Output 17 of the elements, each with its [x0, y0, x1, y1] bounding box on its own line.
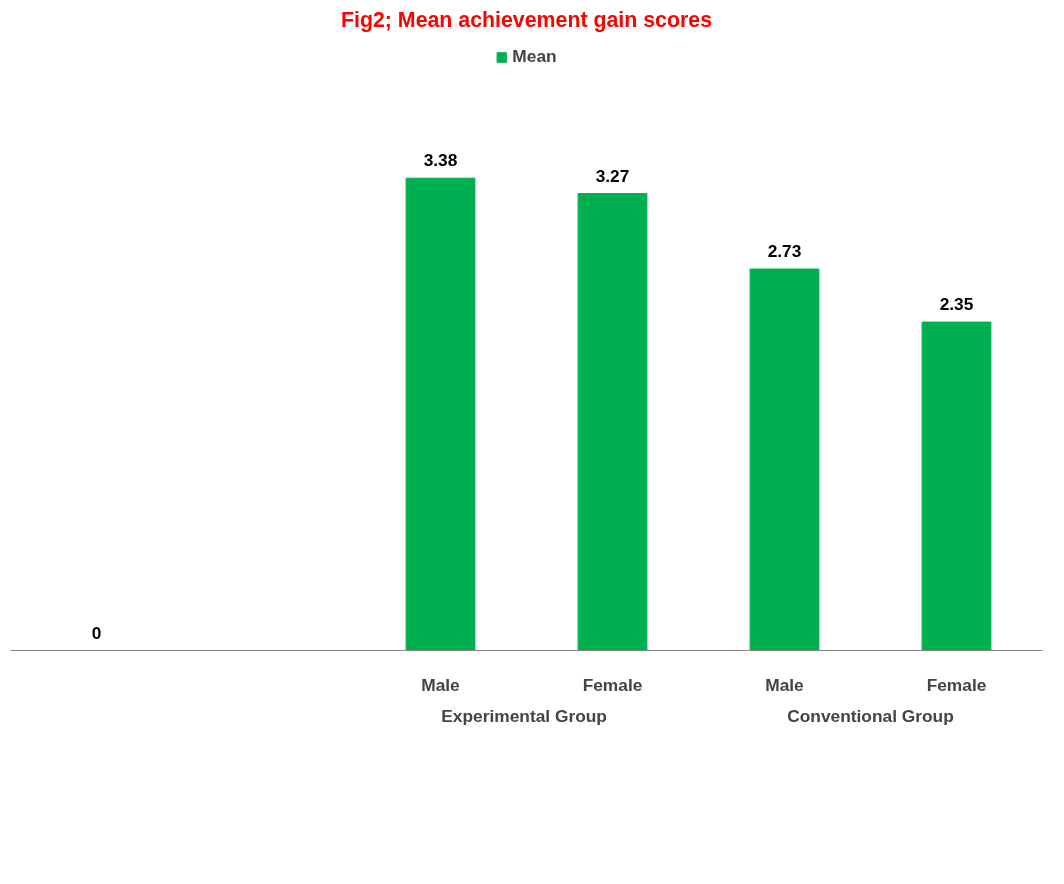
data-label: 2.35 — [939, 294, 974, 315]
x-tick-label: Male — [421, 674, 461, 695]
x-tick-label: Male — [765, 674, 805, 695]
bar — [405, 177, 476, 651]
bar — [749, 268, 820, 651]
data-label: 3.38 — [423, 150, 458, 171]
legend-label: Mean — [512, 46, 557, 67]
data-label: 3.27 — [595, 165, 630, 186]
x-tick-label: Female — [582, 674, 643, 695]
bar — [921, 321, 992, 651]
x-tick-label: Female — [926, 674, 987, 695]
chart-title: Fig2; Mean achievement gain scores — [341, 7, 713, 32]
data-label: 0 — [91, 622, 102, 643]
text: Experimental Group — [441, 705, 607, 726]
data-label: 2.73 — [767, 241, 802, 262]
text: Conventional Group — [787, 705, 954, 726]
bar — [577, 193, 648, 651]
